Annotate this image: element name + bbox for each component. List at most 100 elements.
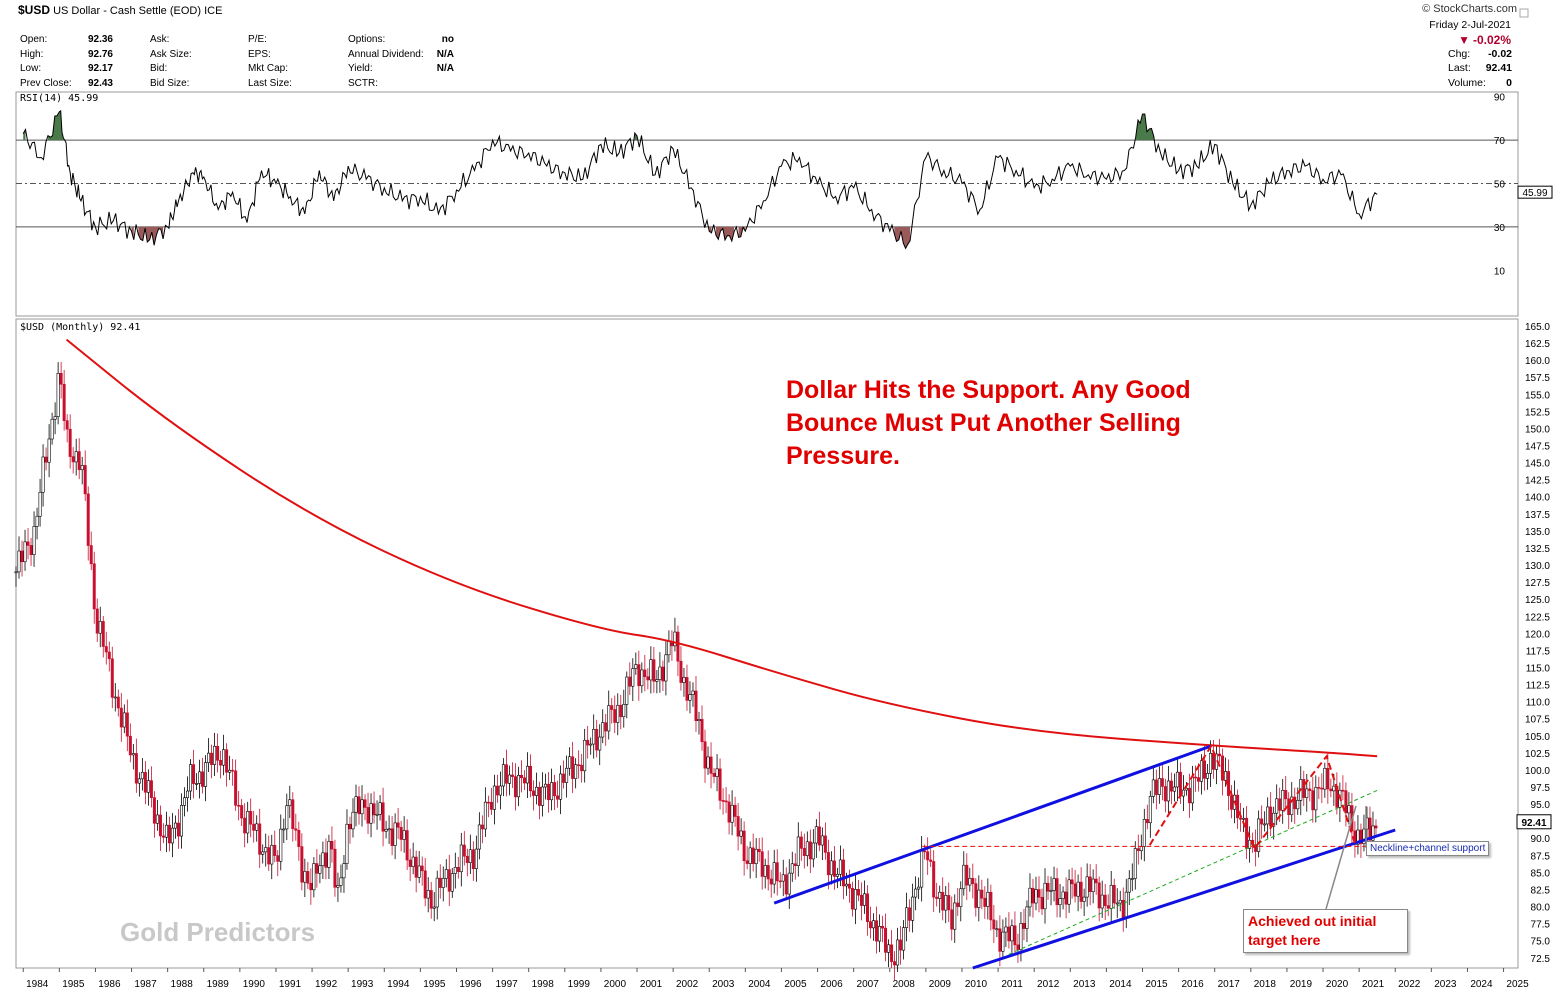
candle-down: [850, 887, 854, 910]
rsi-grid: [16, 139, 1518, 228]
candle-down: [769, 878, 773, 885]
x-tick-label: 1992: [315, 979, 338, 990]
candle-down: [110, 658, 114, 698]
candle-up: [1124, 891, 1128, 918]
candle-up: [342, 863, 346, 879]
candle-up: [1190, 776, 1194, 804]
candle-down: [152, 797, 156, 824]
candle-up: [730, 804, 734, 823]
candle-down: [161, 835, 165, 838]
candle-down: [700, 719, 704, 743]
candle-down: [495, 785, 499, 796]
candle-down: [1254, 844, 1258, 852]
price-tick-label: 115.0: [1526, 663, 1551, 674]
candle-up: [953, 902, 957, 930]
x-tick-label: 1990: [243, 979, 266, 990]
x-tick-label: 1996: [459, 979, 482, 990]
candle-up: [995, 928, 999, 931]
candle-up: [516, 774, 520, 798]
candle-down: [107, 651, 111, 660]
price-tick-label: 120.0: [1525, 629, 1550, 640]
candle-down: [1260, 818, 1264, 825]
candle-down: [1160, 778, 1164, 787]
candle-down: [291, 799, 295, 830]
candle-up: [270, 844, 274, 865]
zigzag-pattern: [1148, 743, 1357, 851]
candle-up: [279, 828, 283, 862]
candle-down: [899, 939, 903, 951]
candle-down: [751, 847, 755, 864]
candle-down: [510, 774, 514, 777]
candle-up: [50, 418, 54, 440]
x-tick-label: 1994: [387, 979, 410, 990]
price-panel-label: $USD (Monthly) 92.41: [20, 322, 141, 333]
candle-down: [712, 773, 716, 777]
candle-down: [1311, 790, 1315, 811]
candle-down: [68, 428, 72, 457]
open-value: 92.36: [87, 34, 113, 45]
candle-down: [941, 891, 945, 911]
low-label: Low:: [20, 63, 42, 74]
candle-up: [589, 743, 593, 746]
sctr-label: SCTR:: [348, 78, 378, 89]
candle-up: [790, 863, 794, 874]
candle-down: [294, 828, 298, 831]
candle-down: [86, 493, 90, 546]
candle-down: [158, 814, 162, 837]
candle-up: [607, 705, 611, 732]
headline-line-3: Pressure.: [786, 442, 900, 470]
candle-up: [763, 865, 767, 877]
candle-up: [559, 773, 563, 800]
target-callout-line-1: Achieved out initial: [1248, 913, 1377, 929]
candle-down: [757, 848, 761, 853]
price-tick-label: 125.0: [1525, 595, 1550, 606]
candle-down: [1163, 786, 1167, 802]
price-tick-label: 155.0: [1525, 390, 1550, 401]
candle-down: [580, 764, 584, 772]
candle-up: [1025, 906, 1029, 929]
candle-down: [808, 841, 812, 860]
candle-down: [1202, 760, 1206, 779]
lastsize-label: Last Size:: [248, 78, 292, 89]
price-tick-label: 85.0: [1531, 868, 1551, 879]
candle-down: [661, 666, 665, 682]
candle-up: [303, 871, 307, 883]
candle-down: [300, 846, 304, 883]
candle-down: [119, 707, 123, 728]
candle-up: [170, 827, 174, 844]
candle-down: [104, 646, 108, 653]
rsi-overbought-fill: [48, 110, 65, 141]
candle-up: [255, 823, 259, 831]
panel-frames: [15, 8, 1529, 969]
candle-up: [369, 803, 373, 824]
candle-down: [1013, 925, 1017, 946]
candle-down: [95, 608, 99, 634]
ask-size-label: Ask Size:: [150, 49, 192, 60]
candle-up: [1010, 925, 1014, 942]
rsi-overbought-fill: [1135, 113, 1154, 141]
candle-up: [1100, 894, 1104, 909]
candle-down: [637, 664, 641, 687]
candle-up: [1314, 787, 1318, 811]
price-tick-label: 147.5: [1525, 442, 1550, 453]
x-tick-label: 2021: [1362, 979, 1385, 990]
candle-up: [1266, 806, 1270, 825]
price-tick-label: 107.5: [1525, 715, 1550, 726]
candle-up: [829, 860, 833, 876]
candle-up: [781, 874, 785, 882]
candle-up: [748, 847, 752, 864]
price-tick-label: 117.5: [1526, 646, 1551, 657]
headline-line-1: Dollar Hits the Support. Any Good: [786, 376, 1191, 404]
candle-up: [1148, 796, 1152, 824]
rsi-y-axis: 10 30 50 70 90 45.99: [1494, 93, 1553, 277]
candle-down: [390, 828, 394, 846]
candle-up: [601, 722, 605, 738]
candle-down: [1278, 798, 1282, 811]
candle-up: [321, 852, 325, 867]
candle-up: [98, 621, 102, 634]
candle-down: [143, 772, 147, 793]
candle-down: [881, 926, 885, 929]
candle-down: [1007, 926, 1011, 942]
candle-down: [192, 764, 196, 784]
candle-down: [240, 805, 244, 819]
